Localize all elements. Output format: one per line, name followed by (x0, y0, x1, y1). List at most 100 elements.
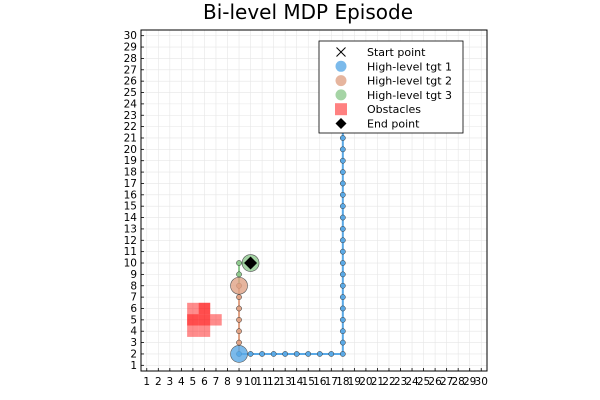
ticks-layer: 1 2 3 4 5 6 7 8 9 1011121314151617181920212223242… (124, 30, 488, 388)
y-tick-label: 28 (124, 53, 137, 65)
series-point (236, 305, 242, 312)
legend-label: High-level tgt 3 (367, 89, 452, 102)
y-tick-label: 27 (124, 64, 137, 76)
y-tick-label: 19 (124, 155, 137, 167)
y-tick-label: 12 (124, 235, 137, 247)
y-tick-label: 11 (124, 246, 137, 258)
y-tick-label: 13 (124, 223, 137, 235)
legend-circle-icon (335, 75, 347, 87)
x-tick-label: 4 (178, 376, 185, 388)
series-point (328, 351, 335, 357)
x-tick-label: 23 (394, 376, 407, 388)
x-tick-label: 26 (428, 376, 442, 388)
legend-circle-icon (335, 60, 347, 72)
x-tick-label: 10 (244, 376, 257, 388)
x-tick-label: 8 (224, 376, 231, 388)
plot-frame (140, 29, 488, 372)
y-tick-label: 1 (130, 360, 137, 372)
x-tick-label: 18 (336, 376, 349, 388)
x-tick-label: 1 (143, 376, 150, 388)
series-point (339, 203, 346, 210)
x-tick-label: 7 (213, 376, 220, 388)
series-point (236, 339, 242, 346)
obstacle-cell (187, 302, 199, 315)
x-tick-label: 17 (325, 376, 338, 388)
y-tick-label: 18 (124, 167, 137, 179)
series-point (339, 169, 346, 175)
x-tick-label: 27 (440, 376, 453, 388)
y-tick-label: 25 (124, 87, 137, 99)
y-tick-label: 20 (124, 144, 137, 156)
grid (141, 30, 487, 371)
y-tick-label: 23 (124, 110, 137, 122)
x-tick-label: 25 (417, 376, 430, 388)
y-tick-label: 7 (130, 292, 137, 304)
x-tick-label: 22 (382, 376, 395, 388)
end-point-diamond (244, 256, 258, 270)
legend-box (318, 40, 464, 134)
high-level-target-2 (230, 276, 248, 295)
x-tick-label: 29 (463, 376, 476, 388)
series-point (236, 260, 242, 266)
series-point (236, 317, 242, 323)
legend-label: High-level tgt 1 (367, 60, 452, 73)
legend-label: Start point (367, 46, 426, 59)
series-point (339, 237, 346, 244)
series-point (339, 271, 346, 278)
obstacles-layer (187, 302, 222, 337)
x-tick-label: 6 (201, 376, 208, 388)
series-point (339, 351, 346, 357)
y-tick-label: 22 (124, 121, 137, 133)
series-point (305, 351, 312, 357)
series-point (247, 351, 254, 357)
x-tick-label: 24 (405, 376, 419, 388)
x-tick-label: 12 (267, 376, 280, 388)
series-point (282, 351, 289, 357)
series-point (293, 351, 300, 357)
y-tick-label: 21 (124, 132, 137, 144)
x-tick-label: 2 (155, 376, 162, 388)
x-tick-label: 28 (451, 376, 464, 388)
series-point (339, 226, 346, 232)
legend-label: Obstacles (367, 103, 421, 116)
x-tick-label: 15 (302, 376, 315, 388)
x-tick-label: 21 (371, 376, 384, 388)
x-tick-label: 20 (359, 376, 372, 388)
legend-label: End point (367, 118, 420, 131)
y-tick-label: 8 (130, 280, 137, 292)
series-point (339, 260, 346, 266)
series-point (339, 317, 346, 323)
legend-label: High-level tgt 2 (367, 75, 452, 88)
y-tick-label: 6 (130, 303, 137, 315)
legend-x-icon (336, 47, 346, 57)
y-tick-label: 29 (124, 42, 137, 54)
y-tick-label: 2 (130, 348, 137, 360)
x-tick-label: 14 (290, 376, 304, 388)
series-point (339, 180, 346, 187)
x-tick-label: 3 (166, 376, 173, 388)
series-point (339, 339, 346, 346)
series-point (339, 146, 346, 153)
series-point (339, 135, 346, 141)
y-tick-label: 3 (130, 337, 137, 349)
x-tick-label: 30 (475, 376, 488, 388)
legend-diamond-icon (335, 118, 347, 129)
obstacle-cell (198, 302, 211, 315)
series-point (339, 248, 346, 255)
obstacle-cell (198, 314, 211, 326)
series-point (339, 282, 346, 289)
y-tick-label: 15 (124, 201, 137, 213)
y-tick-label: 26 (124, 76, 138, 88)
x-tick-label: 9 (236, 376, 243, 388)
series-point (339, 214, 346, 221)
series-point (270, 351, 277, 357)
high-level-target-1 (230, 345, 248, 363)
series-point (236, 271, 242, 278)
y-tick-label: 14 (124, 212, 138, 224)
y-tick-label: 16 (124, 189, 138, 201)
y-tick-label: 24 (124, 98, 138, 110)
x-tick-label: 19 (348, 376, 361, 388)
y-tick-label: 4 (130, 326, 137, 338)
series-point (316, 351, 323, 357)
